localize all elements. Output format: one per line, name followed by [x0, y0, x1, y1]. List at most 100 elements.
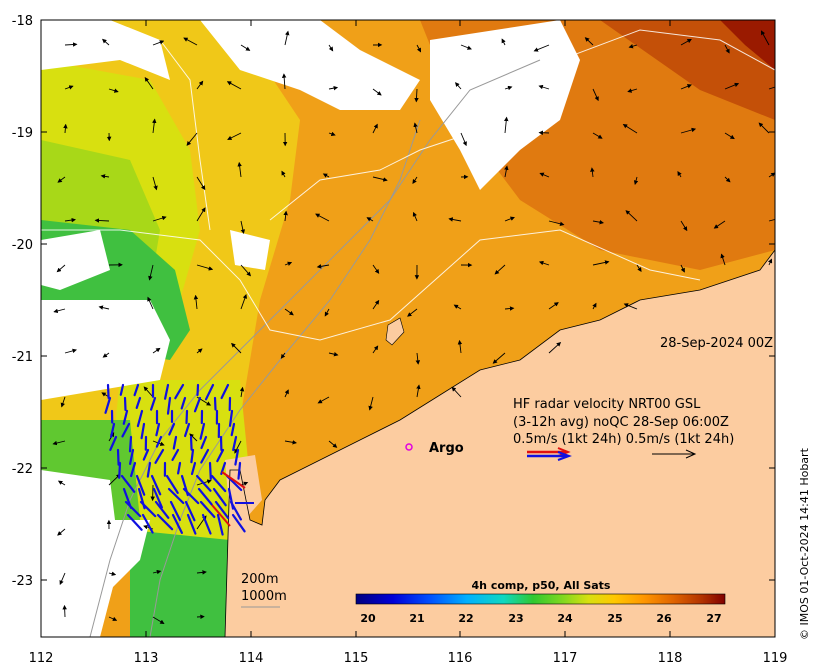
- current-arrow: [680, 84, 692, 90]
- current-arrow: [240, 220, 246, 234]
- current-arrow: [143, 386, 154, 398]
- colorbar-tick: 25: [607, 612, 622, 625]
- hf-radar-arrow: [185, 409, 189, 425]
- cloud-patch: [200, 20, 420, 110]
- current-arrow: [57, 528, 66, 536]
- hf-radar-legend-line2: (3-12h avg) noQC 28-Sep 06:00Z: [513, 415, 729, 430]
- current-arrow: [94, 218, 110, 223]
- current-arrow: [503, 116, 509, 134]
- hf-radar-arrow: [122, 409, 129, 425]
- current-arrow: [504, 306, 515, 311]
- hf-radar-arrow: [231, 513, 246, 533]
- current-arrow: [234, 440, 242, 454]
- y-tick-label: -18: [12, 14, 33, 29]
- hf-radar-arrow: [196, 383, 200, 397]
- hf-radar-arrow: [141, 513, 154, 534]
- current-arrow: [713, 220, 726, 229]
- date-label: 28-Sep-2024 00Z: [660, 336, 773, 351]
- hf-radar-arrow: [167, 487, 185, 505]
- current-arrow: [315, 213, 330, 222]
- current-arrow: [102, 38, 110, 46]
- current-arrow: [281, 73, 287, 90]
- current-arrow: [152, 118, 157, 134]
- argo-float-marker: [405, 443, 413, 451]
- current-arrow: [590, 167, 595, 178]
- current-arrow: [538, 84, 550, 90]
- colorbar: 4h comp, p50, All Sats 20 21 22 23 24 25…: [355, 579, 726, 625]
- current-arrow: [98, 305, 110, 310]
- hf-radar-arrow: [135, 396, 142, 409]
- current-arrow: [237, 161, 242, 178]
- current-arrow: [284, 308, 294, 316]
- current-arrow: [59, 572, 66, 586]
- current-arrow: [584, 37, 594, 46]
- current-arrow: [628, 44, 638, 49]
- hf-radar-arrow: [195, 474, 212, 492]
- hf-radar-arrow: [124, 500, 142, 518]
- current-arrow: [152, 215, 167, 222]
- hf-radar-arrow: [133, 383, 140, 397]
- hf-radar-arrow: [210, 474, 227, 493]
- map-area: [41, 20, 775, 637]
- current-arrow: [548, 302, 559, 310]
- current-arrow: [152, 569, 162, 575]
- hf-radar-arrow: [184, 422, 191, 438]
- current-arrow: [108, 616, 118, 621]
- hf-radar-arrow: [128, 435, 133, 453]
- current-arrow: [52, 440, 66, 446]
- current-arrow: [453, 304, 462, 310]
- current-arrow: [416, 384, 421, 398]
- hf-radar-arrow: [109, 435, 118, 451]
- hf-radar-arrow: [169, 500, 181, 522]
- x-tick-label: 113: [134, 651, 159, 666]
- current-arrow: [451, 386, 462, 398]
- current-arrow: [147, 296, 154, 310]
- current-arrow: [189, 433, 198, 442]
- hf-radar-arrow: [104, 396, 112, 414]
- cloud-patch: [41, 300, 170, 400]
- hf-radar-arrow: [109, 422, 116, 438]
- hf-radar-arrow: [193, 396, 202, 413]
- current-arrow: [102, 352, 110, 358]
- hf-radar-arrow: [129, 448, 135, 465]
- hf-radar-arrow: [230, 422, 236, 437]
- hf-radar-arrows: [104, 383, 246, 536]
- hf-radar-arrow: [174, 383, 185, 400]
- contour-200m: [149, 119, 421, 637]
- colorbar-gradient: [355, 593, 726, 605]
- current-arrow: [760, 30, 770, 46]
- coastline: [224, 249, 775, 637]
- current-arrow: [724, 132, 735, 140]
- current-arrow: [592, 88, 599, 102]
- current-arrow: [283, 210, 288, 222]
- current-arrow: [240, 264, 251, 277]
- current-arrow: [56, 264, 66, 273]
- current-arrow: [680, 38, 692, 46]
- hf-radar-arrow: [172, 435, 178, 450]
- hf-radar-arrow: [234, 448, 240, 466]
- y-tick-label: -22: [12, 462, 33, 477]
- hf-radar-arrow: [186, 513, 197, 535]
- hf-radar-arrow: [171, 513, 183, 535]
- current-arrow: [64, 85, 74, 90]
- current-arrow: [328, 351, 339, 357]
- x-tick-label: 118: [658, 651, 683, 666]
- current-arrow: [680, 220, 688, 232]
- hf-radar-arrow: [152, 487, 163, 509]
- current-arrow: [407, 308, 418, 317]
- current-arrow: [316, 264, 330, 269]
- hf-radar-arrow: [123, 396, 127, 411]
- current-arrow: [53, 308, 66, 314]
- hf-radar-arrow: [146, 461, 152, 478]
- current-arrow: [183, 37, 198, 46]
- current-arrow: [64, 217, 76, 223]
- current-arrow: [281, 170, 286, 178]
- current-arrow: [720, 253, 726, 266]
- y-tick-label: -19: [12, 126, 33, 141]
- hf-radar-arrow: [177, 461, 182, 475]
- current-arrow: [548, 341, 562, 354]
- current-arrow: [627, 88, 638, 93]
- y-tick-label: -20: [12, 238, 33, 253]
- hf-radar-arrow: [189, 435, 193, 451]
- hf-radar-arrow: [130, 461, 137, 478]
